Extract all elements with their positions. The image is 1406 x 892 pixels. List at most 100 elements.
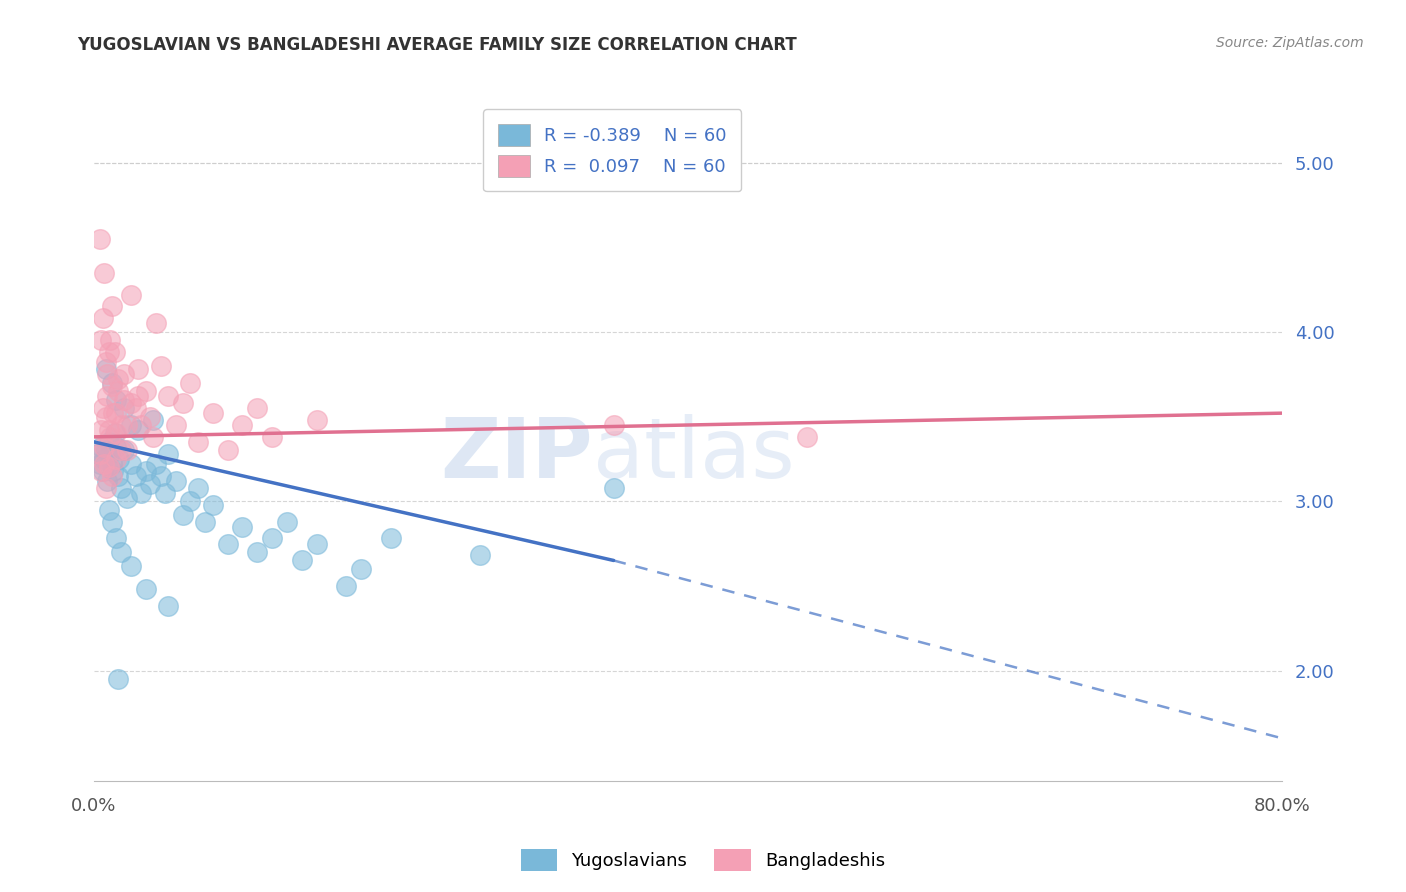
Point [305,536,328,550]
Point [94,362,117,376]
Point [350,562,373,576]
Point [187,434,209,449]
Point [105,406,128,420]
Point [217,536,239,550]
Point [246,545,269,559]
Point [90,464,112,478]
Point [172,508,194,522]
Point [291,553,314,567]
Point [93,451,115,466]
Point [105,426,128,441]
Point [103,406,125,420]
Point [104,426,127,441]
Point [142,430,165,444]
Point [105,451,128,466]
Point [90,440,112,454]
Point [100,379,122,393]
Point [91,401,114,415]
Point [380,532,402,546]
Legend: R = -0.389    N = 60, R =  0.097    N = 60: R = -0.389 N = 60, R = 0.097 N = 60 [484,110,741,191]
Point [93,457,115,471]
Point [139,477,162,491]
Point [107,384,129,399]
Point [468,549,491,563]
Point [135,582,157,597]
Point [90,423,112,437]
Point [145,317,167,331]
Point [97,460,120,475]
Point [127,362,149,376]
Point [112,401,135,415]
Point [110,481,132,495]
Point [153,485,176,500]
Point [90,334,112,348]
Point [127,423,149,437]
Point [103,464,125,478]
Point [91,311,114,326]
Point [246,401,269,415]
Point [112,443,135,458]
Point [94,355,117,369]
Point [97,345,120,359]
Point [100,300,122,314]
Point [115,417,138,432]
Point [187,481,209,495]
Point [115,491,138,505]
Point [110,545,132,559]
Point [145,457,167,471]
Point [112,392,135,407]
Point [108,451,131,466]
Point [602,417,624,432]
Point [93,440,115,454]
Point [98,334,121,348]
Point [120,396,142,410]
Point [100,457,122,471]
Point [120,558,142,573]
Point [194,515,217,529]
Point [201,406,224,420]
Point [124,468,146,483]
Point [217,443,239,458]
Point [97,423,120,437]
Point [131,485,153,500]
Point [262,430,284,444]
Point [335,579,357,593]
Point [107,468,129,483]
Point [120,417,142,432]
Point [91,464,114,478]
Point [165,417,187,432]
Point [107,672,129,686]
Point [120,457,142,471]
Point [179,376,201,390]
Point [94,443,117,458]
Point [105,392,128,407]
Point [157,599,180,614]
Point [179,494,201,508]
Point [142,413,165,427]
Point [115,443,138,458]
Point [157,389,180,403]
Point [135,464,157,478]
Point [100,376,122,390]
Point [602,481,624,495]
Point [796,430,818,444]
Point [104,345,127,359]
Point [157,447,180,461]
Point [105,440,128,454]
Text: YUGOSLAVIAN VS BANGLADESHI AVERAGE FAMILY SIZE CORRELATION CHART: YUGOSLAVIAN VS BANGLADESHI AVERAGE FAMIL… [77,36,797,54]
Point [98,430,121,444]
Point [100,468,122,483]
Point [305,413,328,427]
Point [262,532,284,546]
Point [231,417,253,432]
Point [127,389,149,403]
Text: atlas: atlas [593,414,794,495]
Point [94,409,117,424]
Point [149,468,172,483]
Point [131,417,153,432]
Point [276,515,298,529]
Point [89,457,111,471]
Legend: Yugoslavians, Bangladeshis: Yugoslavians, Bangladeshis [513,842,893,879]
Point [89,232,111,246]
Point [100,515,122,529]
